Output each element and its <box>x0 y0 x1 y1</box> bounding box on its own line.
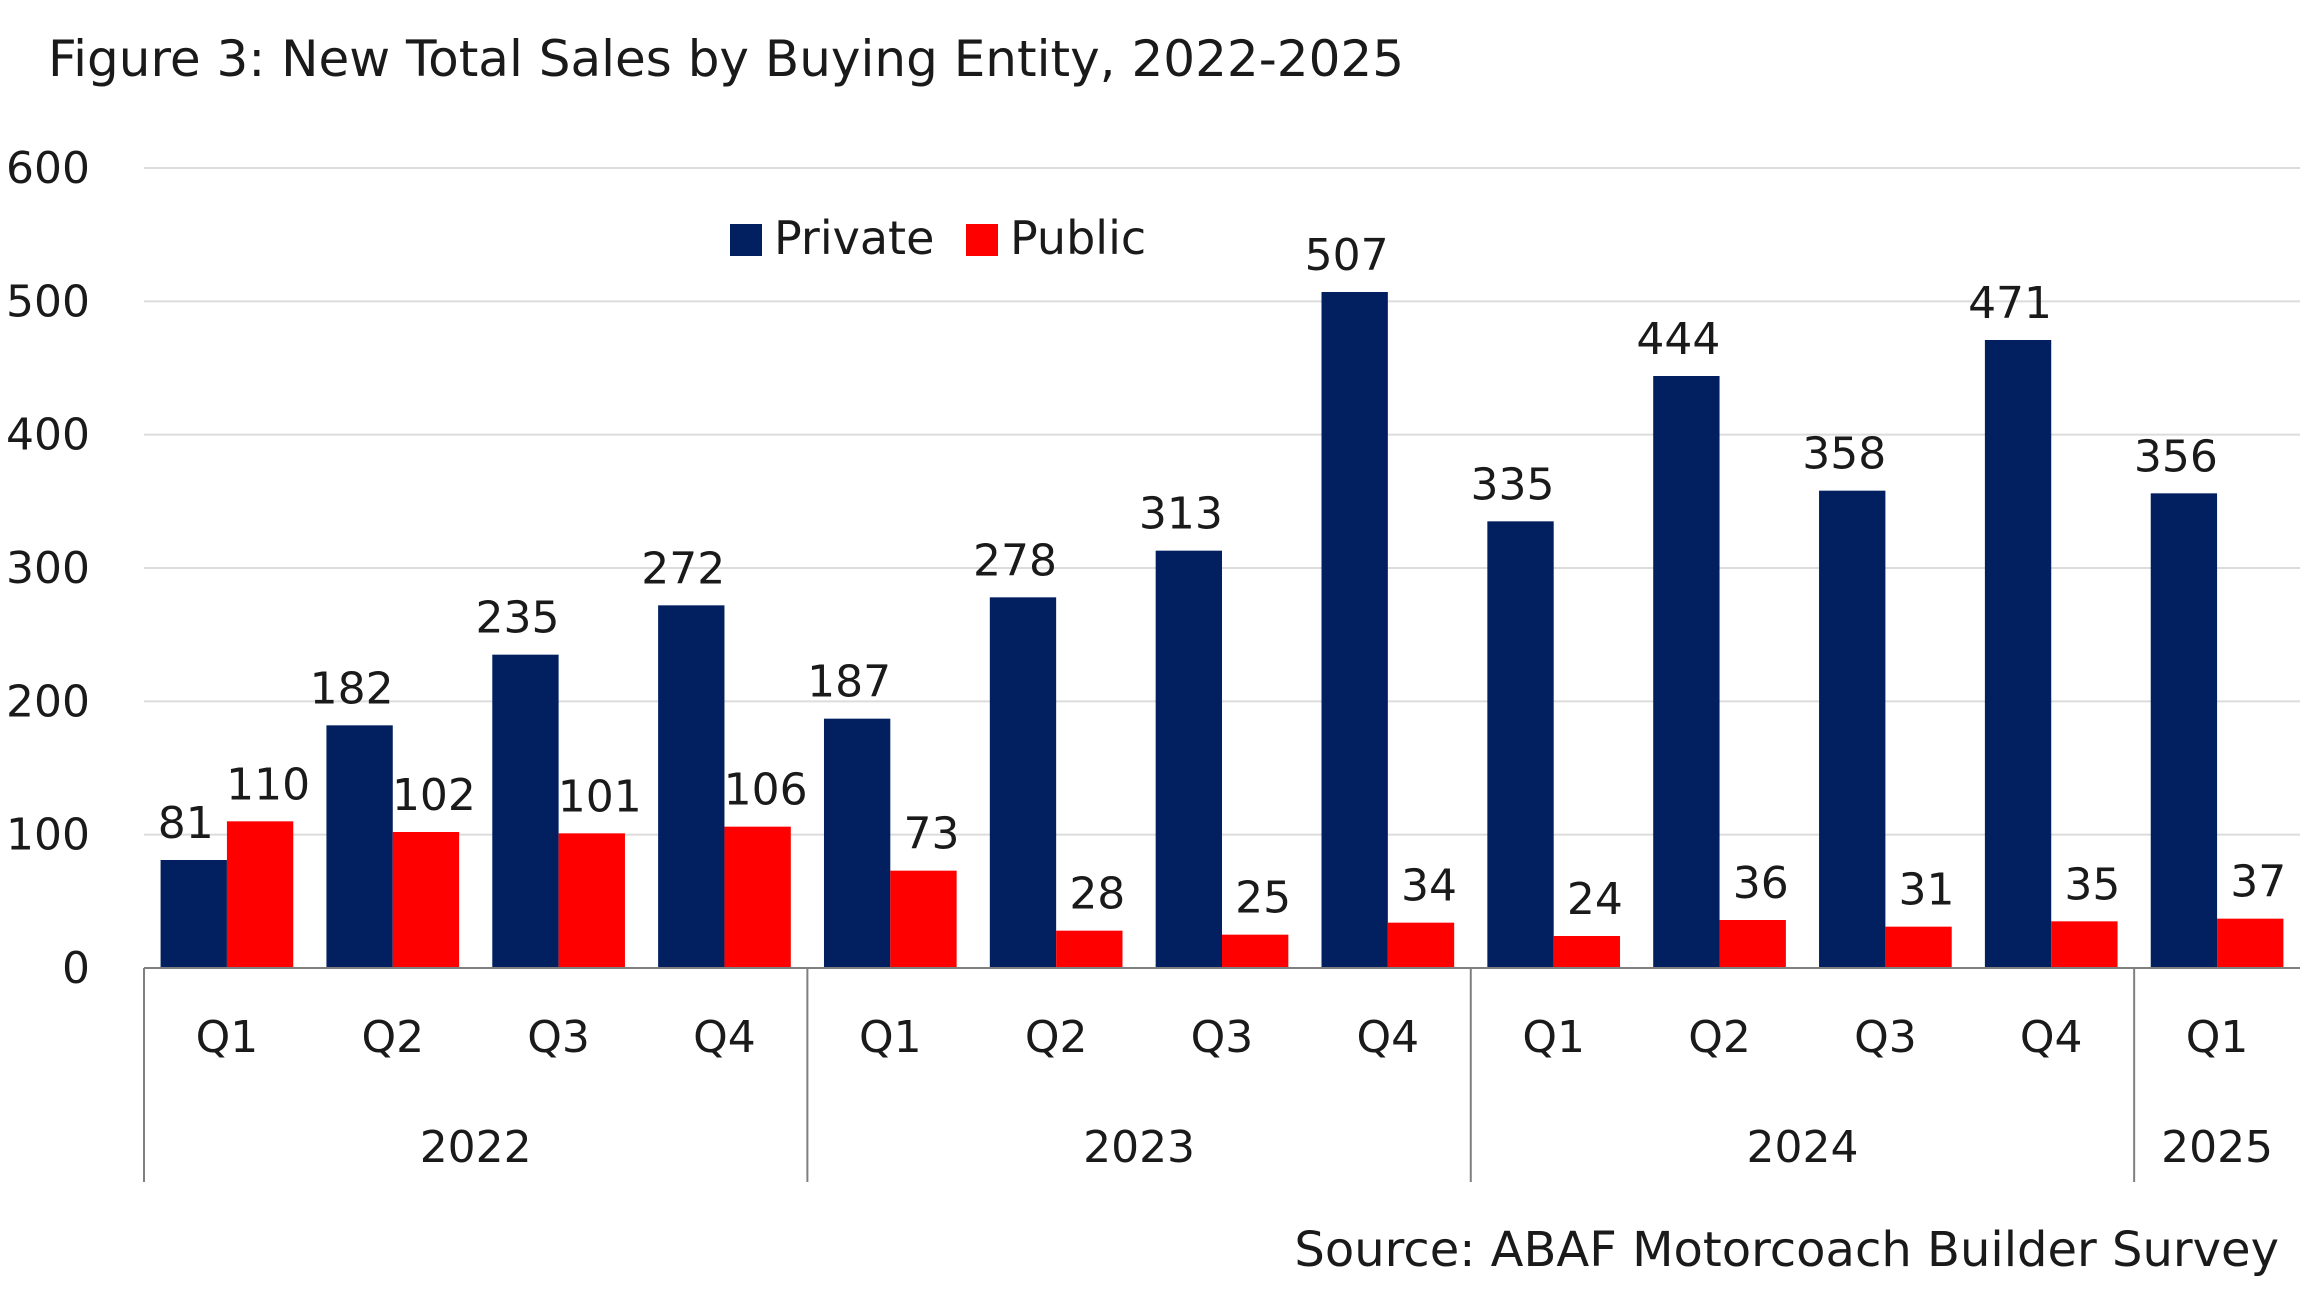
private-bar <box>1984 340 2052 968</box>
year-group-label: 2023 <box>1083 1122 1195 1173</box>
data-label: 235 <box>475 593 559 644</box>
data-label: 34 <box>1401 861 1457 912</box>
public-bar <box>226 821 294 968</box>
x-tick-label: Q2 <box>361 1012 424 1063</box>
y-axis: 0 100 200 300 400 500 600 <box>6 143 90 994</box>
bars <box>160 292 2284 968</box>
data-label: 313 <box>1139 489 1223 540</box>
y-tick-label: 0 <box>62 943 90 994</box>
data-label: 106 <box>724 765 808 816</box>
data-label: 35 <box>2064 859 2120 910</box>
public-bar <box>558 833 625 968</box>
data-label: 278 <box>973 535 1057 586</box>
public-bar <box>890 870 957 968</box>
private-bar <box>989 597 1057 968</box>
public-bar <box>1387 922 1455 968</box>
private-bar <box>326 725 393 968</box>
x-tick-label: Q3 <box>1854 1012 1917 1063</box>
data-label: 25 <box>1235 873 1291 924</box>
x-tick-label: Q3 <box>1191 1012 1254 1063</box>
private-bar <box>823 718 891 968</box>
data-labels: 81 182 235 272 187 278 313 507 335 444 358 471 356 11… <box>158 230 2286 925</box>
data-label: 471 <box>1968 278 2052 329</box>
private-bar <box>1653 376 1720 968</box>
x-tick-label: Q2 <box>1688 1012 1751 1063</box>
private-bar <box>1819 490 1886 968</box>
x-tick-label: Q2 <box>1025 1012 1088 1063</box>
chart-title: Figure 3: New Total Sales by Buying Enti… <box>48 30 1405 88</box>
data-label: 507 <box>1305 230 1389 281</box>
x-tick-label: Q3 <box>527 1012 590 1063</box>
y-tick-label: 600 <box>6 143 90 194</box>
private-bar <box>1321 292 1388 968</box>
x-tick-label: Q1 <box>196 1012 259 1063</box>
private-bar <box>492 654 559 968</box>
private-bar <box>1487 521 1554 968</box>
public-bar <box>1553 936 1621 968</box>
x-tick-label: Q1 <box>1522 1012 1585 1063</box>
private-bar <box>2150 493 2218 968</box>
data-label: 182 <box>310 663 394 714</box>
legend-label: Private <box>774 211 934 265</box>
x-tick-label: Q1 <box>2186 1012 2249 1063</box>
public-bar <box>1719 920 1786 968</box>
public-bar <box>724 826 791 968</box>
x-tick-label: Q4 <box>1357 1012 1420 1063</box>
data-label: 81 <box>158 798 214 849</box>
data-label: 444 <box>1636 314 1720 365</box>
data-label: 187 <box>807 657 891 708</box>
legend-label: Public <box>1010 211 1146 265</box>
private-bar <box>1155 550 1222 968</box>
y-tick-label: 300 <box>6 543 90 594</box>
y-tick-label: 100 <box>6 810 90 861</box>
year-group-label: 2022 <box>420 1122 532 1173</box>
data-label: 73 <box>903 809 959 860</box>
x-tick-label: Q1 <box>859 1012 922 1063</box>
y-tick-label: 400 <box>6 410 90 461</box>
y-tick-label: 200 <box>6 676 90 727</box>
data-label: 36 <box>1733 858 1789 909</box>
data-label: 102 <box>392 770 476 821</box>
data-label: 31 <box>1899 865 1955 916</box>
data-label: 37 <box>2230 857 2286 908</box>
public-bar <box>2217 918 2284 968</box>
public-bar <box>392 832 460 968</box>
public-legend-swatch <box>966 224 998 256</box>
x-tick-label: Q4 <box>2020 1012 2083 1063</box>
data-label: 110 <box>226 759 310 810</box>
data-label: 335 <box>1471 459 1555 510</box>
x-axis: Q1 Q2 Q3 Q4 Q1 Q2 Q3 Q4 Q1 Q2 Q3 Q4 Q1 2022 2023 2024 20… <box>143 967 2300 1182</box>
y-tick-label: 500 <box>6 276 90 327</box>
source-note: Source: ABAF Motorcoach Builder Survey <box>1294 1222 2279 1278</box>
private-bar <box>658 605 725 968</box>
private-bar <box>160 860 227 968</box>
legend: Private Public <box>730 211 1146 265</box>
x-tick-label: Q4 <box>693 1012 756 1063</box>
data-label: 24 <box>1567 874 1623 925</box>
year-group-label: 2025 <box>2161 1122 2273 1173</box>
data-label: 356 <box>2134 431 2218 482</box>
data-label: 358 <box>1802 429 1886 480</box>
public-bar <box>1056 930 1123 968</box>
data-label: 101 <box>558 771 642 822</box>
public-bar <box>2051 921 2118 968</box>
year-group-label: 2024 <box>1746 1122 1858 1173</box>
data-label: 272 <box>641 543 725 594</box>
public-bar <box>1222 934 1289 968</box>
private-legend-swatch <box>730 224 762 256</box>
data-label: 28 <box>1069 869 1125 920</box>
public-bar <box>1885 926 1952 968</box>
